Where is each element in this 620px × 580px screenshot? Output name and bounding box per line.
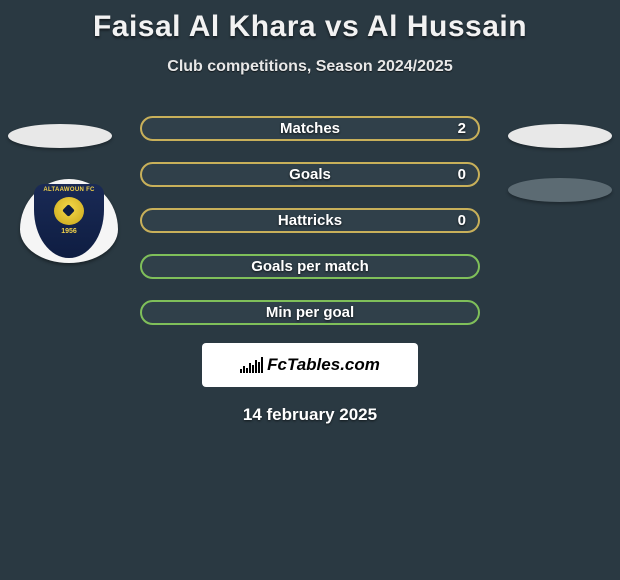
stat-bar-label: Matches [280,120,340,137]
stat-bar-value: 0 [458,166,466,183]
date-text: 14 february 2025 [0,405,620,425]
stat-bar: Goals 0 [140,162,480,187]
shield-icon: ALTAAWOUN FC 1956 [34,184,104,258]
stat-bar-label: Min per goal [266,304,354,321]
brand-text: FcTables.com [267,355,380,375]
placeholder-ellipse-left [8,124,112,148]
page-title: Faisal Al Khara vs Al Hussain [0,0,620,44]
stat-bar-label: Goals [289,166,331,183]
placeholder-ellipse-right-2 [508,178,612,202]
ball-icon [54,197,84,225]
stat-bar: Goals per match [140,254,480,279]
stat-bar-value: 2 [458,120,466,137]
stat-bar-label: Hattricks [278,212,342,229]
placeholder-ellipse-right-1 [508,124,612,148]
stat-bar-label: Goals per match [251,258,369,275]
stat-bar: Matches 2 [140,116,480,141]
stat-bar: Hattricks 0 [140,208,480,233]
stat-bar-value: 0 [458,212,466,229]
badge-year: 1956 [61,228,77,235]
chart-icon [240,357,263,373]
team-badge: ALTAAWOUN FC 1956 [20,179,118,263]
subtitle: Club competitions, Season 2024/2025 [0,58,620,76]
stat-bar: Min per goal [140,300,480,325]
brand-badge: FcTables.com [202,343,418,387]
badge-top-text: ALTAAWOUN FC [43,187,94,193]
